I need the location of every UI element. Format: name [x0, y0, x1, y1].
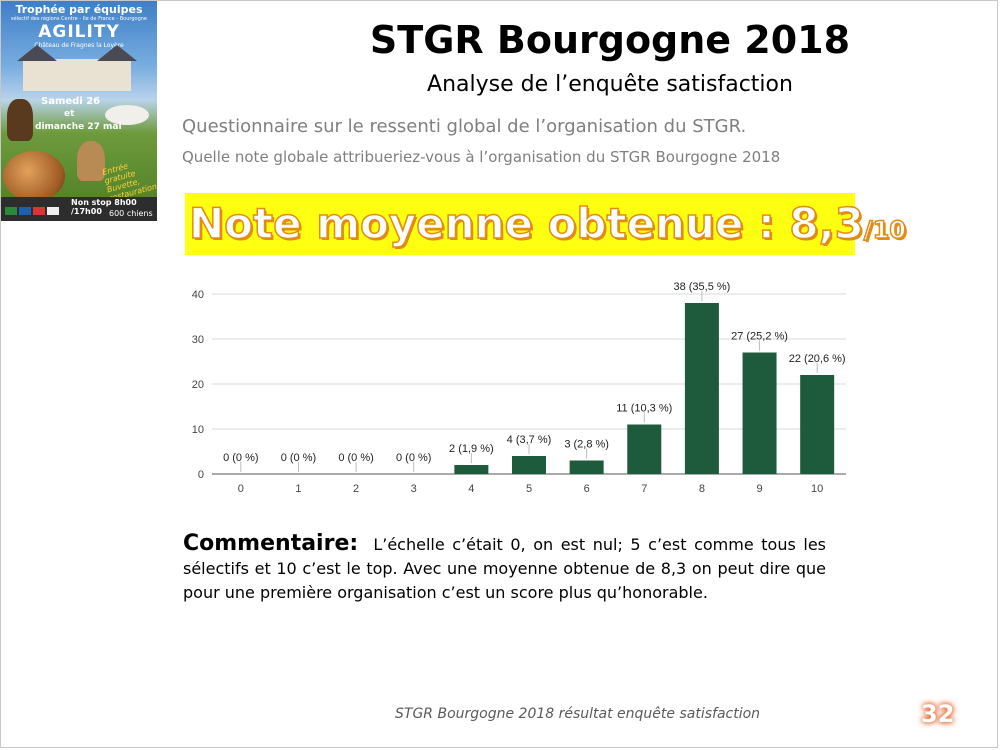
bar — [627, 424, 662, 474]
bar — [800, 375, 835, 474]
bar — [742, 352, 777, 474]
dog-image — [7, 99, 33, 141]
average-score-text: Note moyenne obtenue : 8,3/10 — [188, 198, 907, 249]
slide-subtitle: Analyse de l’enquête satisfaction — [427, 72, 793, 97]
average-score-value: Note moyenne obtenue : 8,3 — [188, 198, 864, 249]
poster-dog-count: 600 chiens — [109, 209, 153, 218]
poster-title: Trophée par équipes — [15, 3, 143, 16]
bar — [454, 465, 489, 474]
dog-tunnel-image — [3, 151, 65, 201]
poster-regions: sélectif des régions Centre - Ile de Fra… — [10, 16, 147, 22]
poster-date-and: et — [64, 109, 75, 119]
average-score-banner: Note moyenne obtenue : 8,3/10 — [185, 193, 907, 255]
sponsor-logo — [19, 207, 31, 215]
sponsor-logo — [33, 207, 45, 215]
y-tick-label: 30 — [192, 334, 204, 346]
y-tick-label: 0 — [198, 469, 204, 481]
data-label: 0 (0 %) — [281, 452, 316, 464]
slide-footer: STGR Bourgogne 2018 résultat enquête sat… — [395, 706, 761, 722]
data-label: 0 (0 %) — [338, 452, 373, 464]
x-tick-label: 8 — [699, 483, 705, 495]
question-intro: Questionnaire sur le ressenti global de … — [182, 116, 747, 137]
dog-sitting-image — [77, 141, 105, 181]
poster-date-sunday: dimanche 27 mai — [35, 122, 122, 132]
data-label: 11 (10,3 %) — [616, 403, 672, 415]
x-tick-label: 0 — [238, 483, 244, 495]
castle-image — [17, 45, 137, 91]
slide-title: STGR Bourgogne 2018 — [369, 18, 851, 62]
x-tick-label: 3 — [411, 483, 417, 495]
data-label: 27 (25,2 %) — [731, 331, 788, 343]
x-tick-label: 6 — [584, 483, 590, 495]
poster-location: Château de Fragnes la Loyère — [34, 42, 124, 49]
data-label: 4 (3,7 %) — [507, 434, 552, 446]
poster-hours: Non stop 8h00 /17h00 — [71, 198, 137, 216]
poster-agility: AGILITY — [38, 22, 120, 42]
x-tick-label: 5 — [526, 483, 532, 495]
question-text: Quelle note globale attribueriez-vous à … — [182, 148, 781, 166]
data-label: 2 (1,9 %) — [449, 443, 494, 455]
event-poster: Trophée par équipes sélectif des régions… — [1, 1, 157, 221]
y-tick-label: 20 — [192, 379, 204, 391]
x-tick-label: 1 — [295, 483, 301, 495]
data-label: 0 (0 %) — [223, 452, 258, 464]
y-tick-label: 10 — [192, 424, 204, 436]
x-tick-label: 4 — [468, 483, 474, 495]
sponsor-logo — [47, 207, 59, 215]
data-label: 38 (35,5 %) — [673, 282, 730, 293]
comment-text: L’échelle c’était 0, on est nul; 5 c’est… — [183, 535, 826, 602]
bar — [512, 456, 546, 474]
x-tick-label: 9 — [756, 483, 762, 495]
y-tick-label: 40 — [192, 289, 204, 301]
average-score-scale: /10 — [863, 215, 907, 245]
score-distribution-chart: 0 10 20 30 40 0 (0 %) 0 0 (0 %) 1 0 (0 %) 2 0 (0 %)… — [192, 282, 846, 495]
x-tick-label: 2 — [353, 483, 359, 495]
page-number: 32 — [921, 700, 955, 728]
x-tick-label: 10 — [811, 483, 823, 495]
data-label: 3 (2,8 %) — [564, 439, 609, 451]
poster-entry-text: Entrée gratuite Buvette, restauration — [101, 161, 157, 204]
data-label: 22 (20,6 %) — [789, 353, 846, 365]
bar — [684, 303, 719, 474]
poster-date-saturday: Samedi 26 — [41, 96, 101, 107]
dog-jump-image — [105, 105, 149, 125]
data-label: 0 (0 %) — [396, 452, 431, 464]
x-tick-label: 7 — [641, 483, 647, 495]
sponsor-logo — [5, 207, 17, 215]
comment-label: Commentaire: — [183, 531, 359, 556]
bar — [569, 460, 604, 474]
comment-block: Commentaire: L’échelle c’était 0, on est… — [183, 532, 826, 605]
